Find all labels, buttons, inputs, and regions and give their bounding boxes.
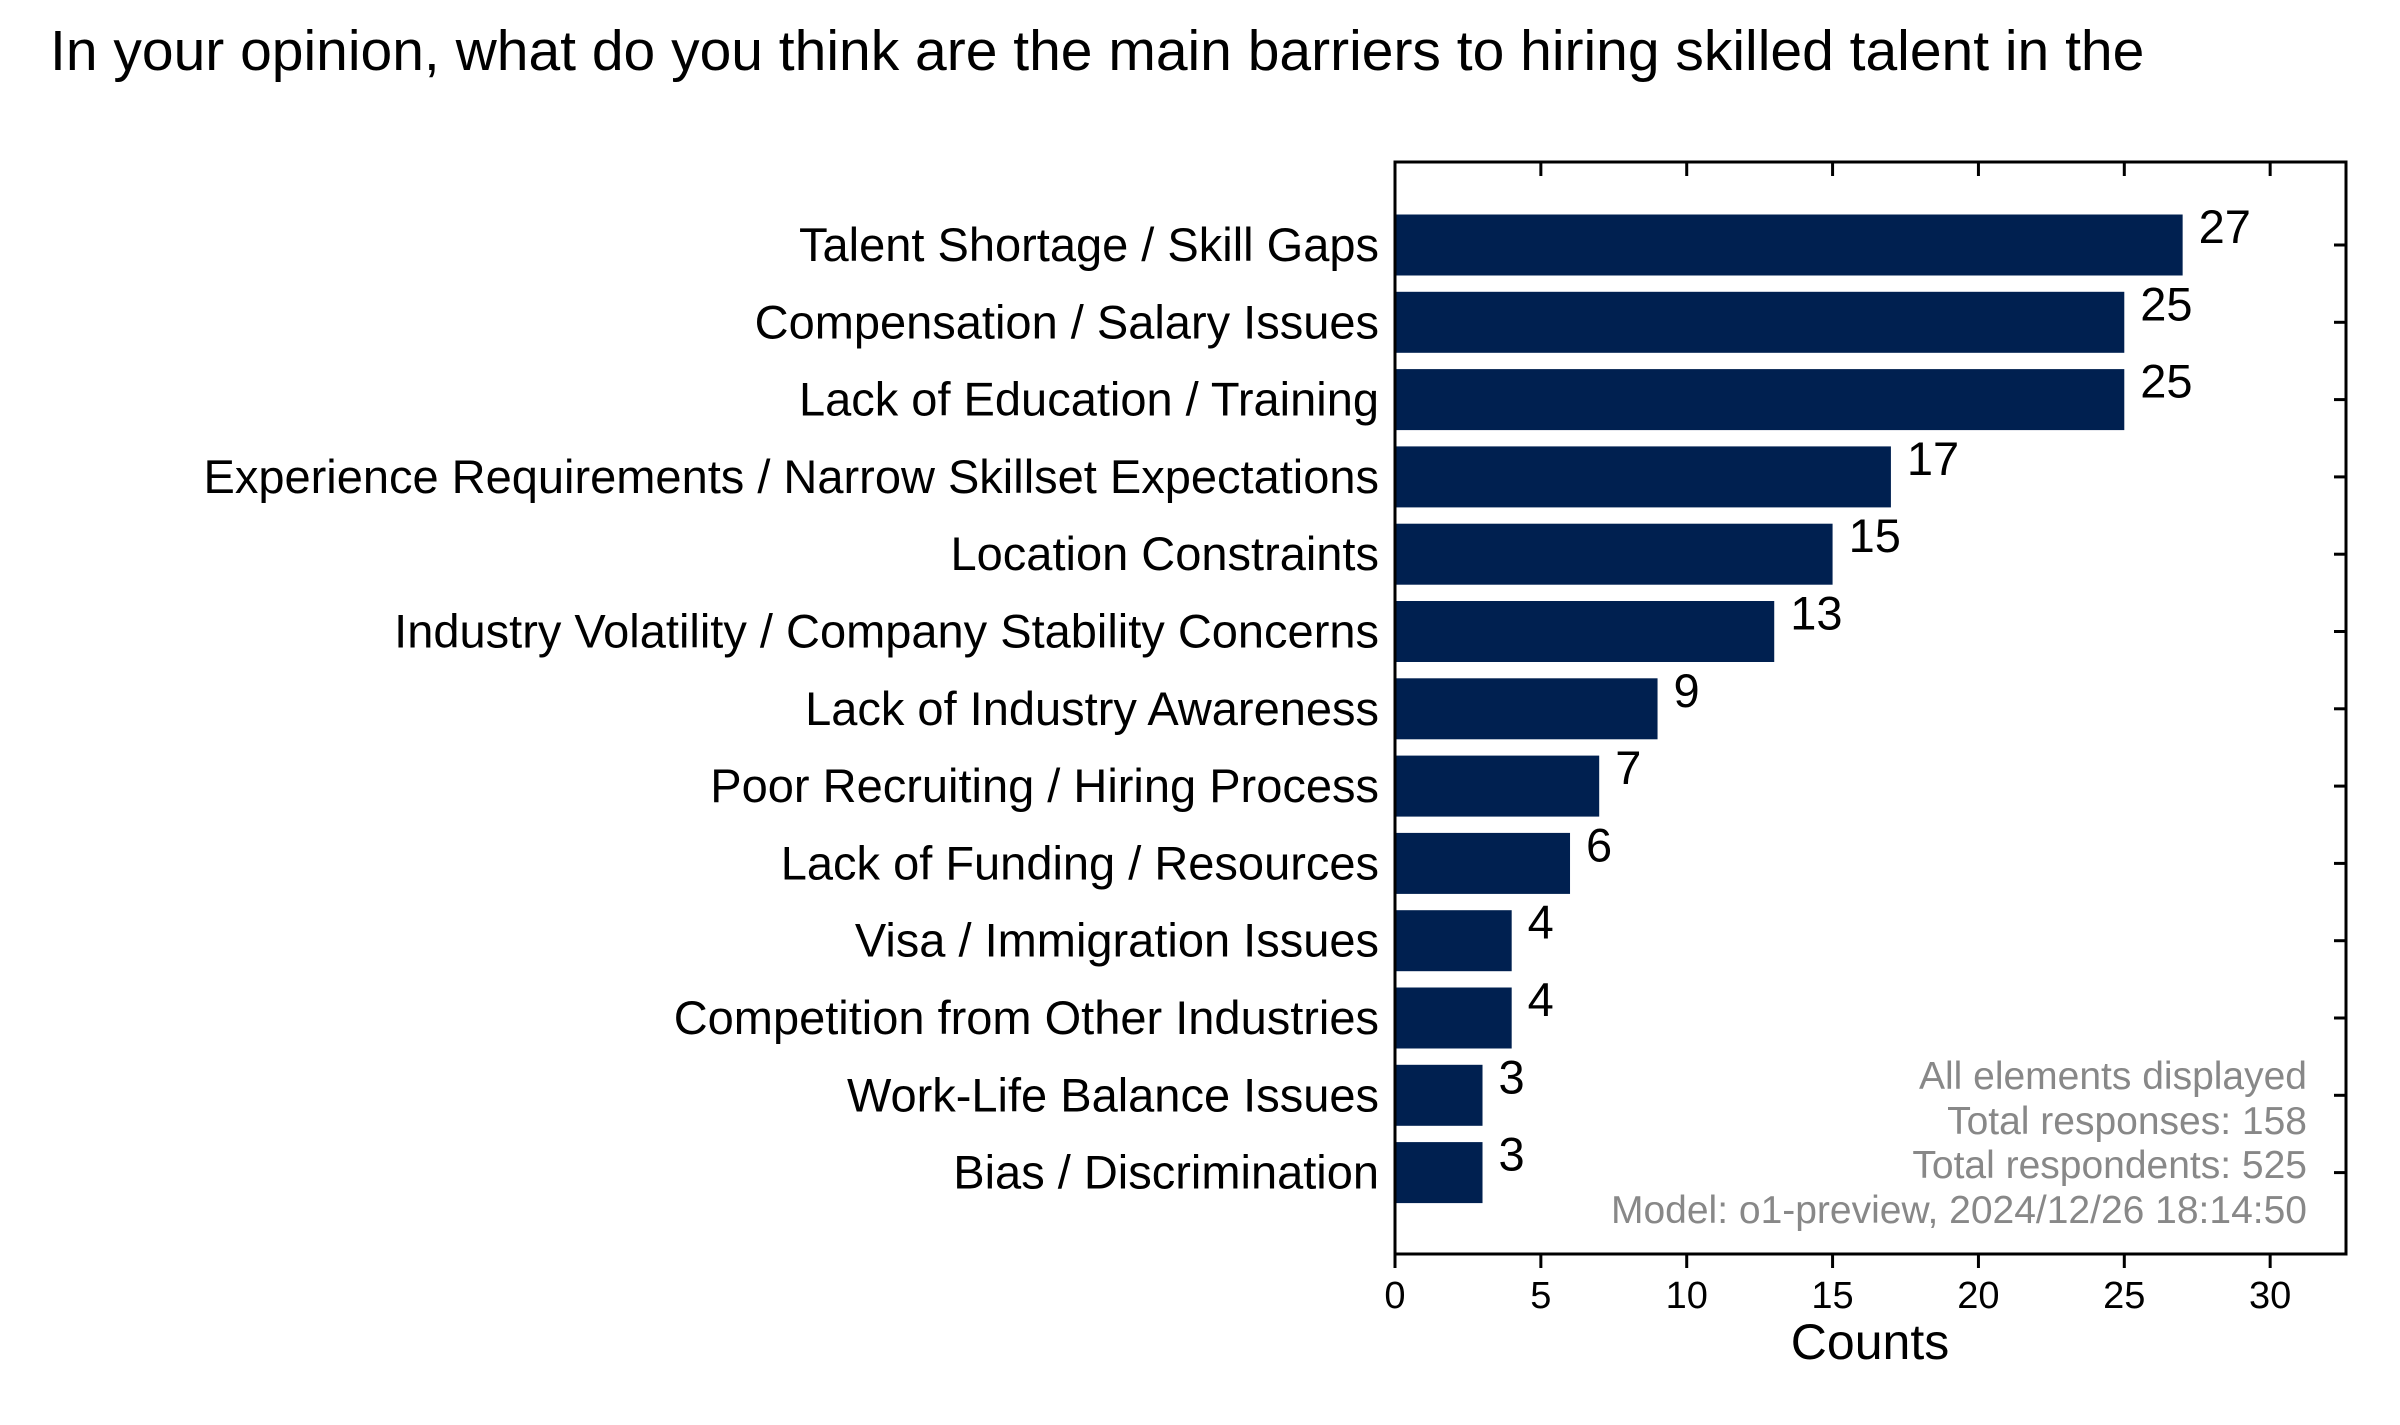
bar xyxy=(1395,601,1775,662)
bar xyxy=(1395,369,2125,431)
category-label: Industry Volatility / Company Stability … xyxy=(394,605,1379,658)
bar xyxy=(1395,1142,1483,1204)
x-tick-label: 20 xyxy=(1957,1275,1999,1317)
bar xyxy=(1395,755,1600,817)
bars-group xyxy=(1395,214,2183,1204)
category-label: Talent Shortage / Skill Gaps xyxy=(799,218,1379,271)
value-label: 13 xyxy=(1790,587,1842,640)
category-labels: Talent Shortage / Skill Gaps Compensation… xyxy=(203,218,1379,1199)
value-label: 4 xyxy=(1528,973,1554,1026)
x-tick-label: 10 xyxy=(1666,1275,1708,1317)
x-tick-label: 15 xyxy=(1811,1275,1853,1317)
x-tick-label: 0 xyxy=(1384,1275,1405,1317)
value-label: 25 xyxy=(2140,355,2192,408)
bar xyxy=(1395,291,2125,353)
annotation-line: Model: o1-preview, 2024/12/26 18:14:50 xyxy=(1611,1189,2307,1232)
category-label: Lack of Industry Awareness xyxy=(805,682,1379,735)
annotation-line: All elements displayed xyxy=(1919,1055,2307,1098)
x-tick-label: 5 xyxy=(1530,1275,1551,1317)
bar xyxy=(1395,523,1833,585)
bar xyxy=(1395,832,1571,894)
bar xyxy=(1395,910,1512,972)
bar xyxy=(1395,678,1658,740)
category-label: Visa / Immigration Issues xyxy=(855,914,1379,967)
value-label: 7 xyxy=(1615,741,1641,794)
category-label: Lack of Funding / Resources xyxy=(781,836,1379,889)
category-label: Experience Requirements / Narrow Skillse… xyxy=(203,450,1379,503)
x-axis-label: Counts xyxy=(1791,1314,1949,1370)
value-label: 27 xyxy=(2199,200,2251,253)
category-label: Work-Life Balance Issues xyxy=(847,1068,1379,1121)
category-label: Bias / Discrimination xyxy=(953,1146,1379,1199)
axes: 0 5 10 15 20 25 30 xyxy=(1384,160,2348,1317)
value-label: 9 xyxy=(1674,664,1700,717)
bar xyxy=(1395,446,1891,508)
plot-frame xyxy=(1393,160,2348,1256)
bar xyxy=(1395,987,1512,1049)
value-label: 6 xyxy=(1586,818,1612,871)
value-label: 17 xyxy=(1907,432,1959,485)
category-label: Competition from Other Industries xyxy=(674,991,1379,1044)
bar xyxy=(1395,214,2183,276)
value-label: 15 xyxy=(1849,509,1901,562)
annotation-line: Total respondents: 525 xyxy=(1912,1144,2307,1187)
x-tick-label: 25 xyxy=(2103,1275,2145,1317)
x-tick-label: 30 xyxy=(2249,1275,2291,1317)
value-label: 3 xyxy=(1499,1128,1525,1181)
category-label: Poor Recruiting / Hiring Process xyxy=(710,759,1379,812)
chart-title: In your opinion, what do you think are t… xyxy=(50,19,2144,83)
category-label: Location Constraints xyxy=(951,527,1379,580)
category-label: Lack of Education / Training xyxy=(799,373,1379,426)
category-label: Compensation / Salary Issues xyxy=(755,295,1379,348)
value-label: 25 xyxy=(2140,277,2192,330)
value-label: 4 xyxy=(1528,896,1554,949)
annotation-line: Total responses: 158 xyxy=(1947,1100,2307,1143)
value-label: 3 xyxy=(1499,1050,1525,1103)
bar xyxy=(1395,1064,1483,1126)
